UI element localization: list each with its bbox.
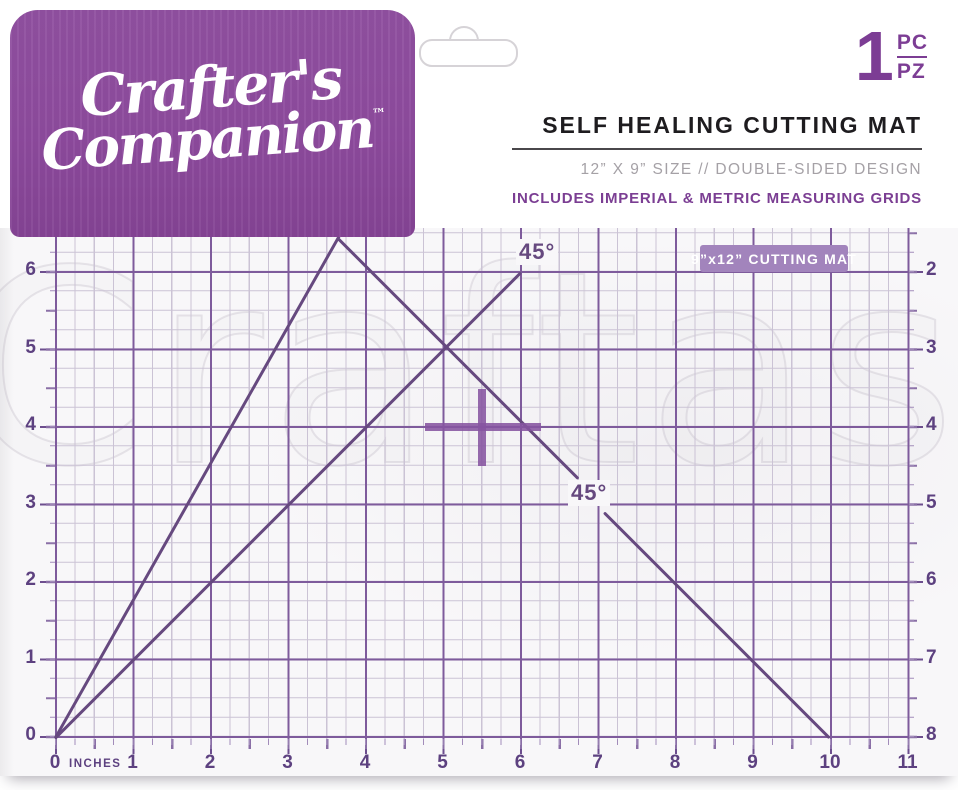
hang-tab-cutout bbox=[419, 39, 518, 67]
ruler-number: 1 bbox=[25, 646, 36, 668]
trademark-symbol: ™ bbox=[371, 106, 387, 124]
right-ruler-quarter-ticks bbox=[909, 228, 914, 739]
ruler-number: 10 bbox=[819, 752, 841, 773]
ruler-number: 2 bbox=[204, 752, 216, 773]
ruler-number: 11 bbox=[897, 752, 918, 773]
brand-logo: Crafter's Companion™ bbox=[7, 45, 418, 183]
angle-label-mid: 45° bbox=[568, 480, 611, 506]
ruler-number: 2 bbox=[926, 259, 937, 280]
ruler-number: 3 bbox=[926, 336, 937, 358]
ruler-number: 8 bbox=[926, 724, 937, 745]
ruler-number: 3 bbox=[25, 491, 36, 513]
brand-logo-box: Crafter's Companion™ bbox=[10, 10, 415, 237]
measuring-grid bbox=[55, 228, 910, 739]
pack-count: 1 bbox=[854, 17, 894, 95]
pack-units: PC PZ bbox=[896, 31, 928, 84]
bottom-ruler-quarter-ticks bbox=[55, 739, 910, 745]
ruler-number: 3 bbox=[282, 752, 293, 773]
left-ruler-quarter-ticks bbox=[50, 228, 55, 739]
ruler-number: 5 bbox=[437, 752, 448, 773]
ruler-number: 8 bbox=[669, 752, 681, 773]
ruler-number: 7 bbox=[926, 646, 937, 668]
ruler-number: 5 bbox=[25, 336, 36, 358]
pack-unit-pz: PZ bbox=[896, 60, 926, 84]
ruler-number: 6 bbox=[514, 752, 526, 773]
crosshair-vertical-bar bbox=[478, 389, 486, 466]
product-title: SELF HEALING CUTTING MAT bbox=[542, 112, 922, 138]
pack-unit-pc: PC bbox=[896, 31, 928, 54]
ruler-number: 6 bbox=[25, 259, 36, 280]
ruler-number: 9 bbox=[747, 752, 758, 773]
mat-size-badge: 9”x12” CUTTING MAT bbox=[691, 245, 856, 272]
ruler-number: 0 bbox=[49, 752, 61, 773]
inches-unit-label: INCHES bbox=[69, 758, 122, 770]
ruler-number: 5 bbox=[926, 491, 937, 513]
ruler-number: 2 bbox=[25, 569, 36, 590]
ruler-number: 1 bbox=[127, 752, 138, 773]
angle-label-top: 45° bbox=[516, 239, 559, 265]
ruler-number: 6 bbox=[926, 569, 937, 590]
title-divider bbox=[511, 148, 922, 150]
ruler-number: 0 bbox=[25, 724, 36, 745]
cutting-mat: Craftastic 45° 45° 9”x12” CUTTING MAT 01… bbox=[0, 228, 958, 776]
pack-count-block: 1 PC PZ bbox=[854, 17, 928, 95]
ruler-number: 4 bbox=[359, 752, 371, 773]
ruler-number: 7 bbox=[592, 752, 603, 773]
product-subtitle: 12” X 9” SIZE // DOUBLE-SIDED DESIGN bbox=[580, 161, 922, 178]
product-title-block: SELF HEALING CUTTING MAT 12” X 9” SIZE /… bbox=[511, 112, 922, 207]
ruler-number: 4 bbox=[25, 414, 36, 435]
pack-unit-divider bbox=[896, 56, 927, 59]
ruler-number: 4 bbox=[926, 414, 937, 435]
product-tagline: INCLUDES IMPERIAL & METRIC MEASURING GRI… bbox=[511, 190, 922, 207]
